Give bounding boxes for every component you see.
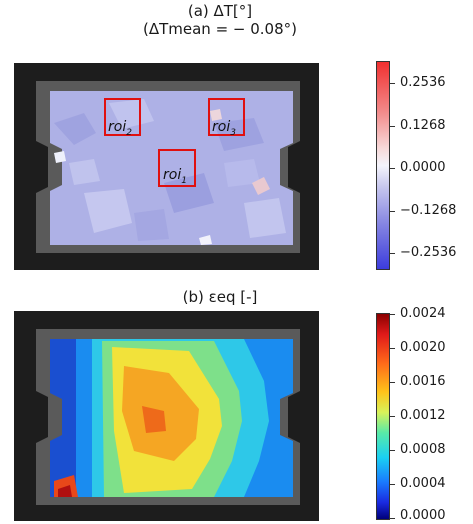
colorbar-b-tick-label: 0.0016: [400, 374, 446, 389]
colorbar-a-tick: [390, 168, 395, 169]
colorbar-b-tick: [390, 484, 395, 485]
colorbar-b-tick-label: 0.0000: [400, 508, 446, 523]
colorbar-b-tick: [390, 382, 395, 383]
colorbar-b-tick-label: 0.0004: [400, 476, 446, 491]
colorbar-b-tick: [390, 416, 395, 417]
roi-1-box: [158, 149, 196, 187]
colorbar-a-tick-label: −0.2536: [400, 245, 457, 260]
strain-field-image: [14, 311, 319, 521]
panel-a-title: (a) ΔT[°]: [187, 2, 253, 20]
roi-3-label: roi3: [212, 119, 236, 138]
panel-b-title: (b) εeq [-]: [182, 288, 258, 306]
colorbar-a-tick: [390, 253, 395, 254]
panel-a-mean-caption: (ΔTmean = − 0.08°): [142, 20, 297, 38]
colorbar-a-tick: [390, 211, 395, 212]
colorbar-b-tick-label: 0.0024: [400, 306, 446, 321]
colorbar-b-tick-label: 0.0020: [400, 340, 446, 355]
colorbar-b-tick-label: 0.0012: [400, 408, 446, 423]
roi-1-label: roi1: [163, 167, 187, 186]
colorbar-b-tick: [390, 518, 395, 519]
delta-t-field-image: [14, 63, 319, 270]
delta-t-colorbar: [376, 61, 390, 270]
roi-3-box: [208, 98, 245, 136]
colorbar-a-tick: [390, 83, 395, 84]
colorbar-a-tick-label: −0.1268: [400, 203, 457, 218]
colorbar-a-tick-label: 0.1268: [400, 118, 446, 133]
colorbar-a-tick: [390, 126, 395, 127]
colorbar-b-tick-label: 0.0008: [400, 442, 446, 457]
strain-colorbar: [376, 313, 390, 520]
roi-2-box: [104, 98, 141, 136]
colorbar-b-tick: [390, 314, 395, 315]
colorbar-a-tick-label: 0.0000: [400, 160, 446, 175]
colorbar-b-tick: [390, 348, 395, 349]
colorbar-b-tick: [390, 450, 395, 451]
colorbar-a-tick-label: 0.2536: [400, 75, 446, 90]
roi-2-label: roi2: [108, 119, 132, 138]
